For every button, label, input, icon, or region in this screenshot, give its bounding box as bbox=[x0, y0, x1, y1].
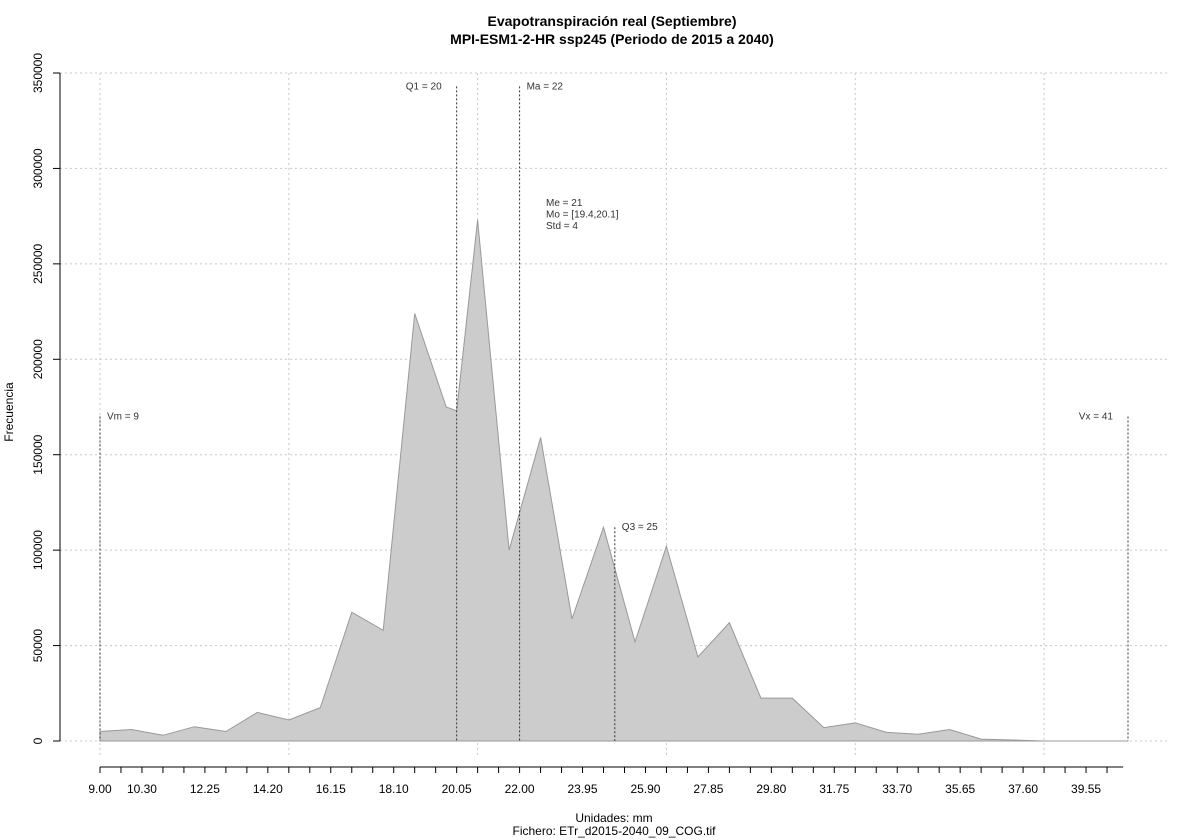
y-tick-label-4: 200000 bbox=[31, 339, 45, 379]
chart-subtitle: MPI-ESM1-2-HR ssp245 (Periodo de 2015 a … bbox=[450, 31, 774, 47]
y-tick-label-6: 300000 bbox=[31, 148, 45, 188]
reference-label-3: Q3 = 25 bbox=[622, 522, 658, 533]
x-tick-label-15: 37.60 bbox=[1008, 782, 1038, 796]
axes-layer: 0 50000 100000 150000 200000 250000 300000 3500… bbox=[31, 53, 1124, 796]
x-axis-label: Unidades: mm bbox=[575, 811, 652, 825]
x-tick-label-11: 29.80 bbox=[756, 782, 786, 796]
y-tick-label-1: 50000 bbox=[31, 629, 45, 663]
x-tick-label-3: 14.20 bbox=[253, 782, 283, 796]
x-tick-label-13: 33.70 bbox=[882, 782, 912, 796]
file-footer: Fichero: ETr_d2015-2040_09_COG.tif bbox=[513, 824, 717, 838]
stats-label-0: Me = 21 bbox=[546, 198, 583, 209]
x-tick-label-10: 27.85 bbox=[693, 782, 723, 796]
x-tick-label-4: 16.15 bbox=[316, 782, 346, 796]
x-tick-label-14: 35.65 bbox=[945, 782, 975, 796]
frequency-area bbox=[99, 219, 1128, 742]
chart-title: Evapotranspiración real (Septiembre) bbox=[488, 13, 737, 29]
reference-label-2: Ma = 22 bbox=[527, 81, 564, 92]
x-tick-label-0: 9.00 bbox=[88, 782, 112, 796]
x-tick-label-7: 22.00 bbox=[505, 782, 535, 796]
y-tick-label-5: 250000 bbox=[31, 244, 45, 284]
y-axis-label: Frecuencia bbox=[2, 382, 16, 442]
x-tick-label-16: 39.55 bbox=[1071, 782, 1101, 796]
x-tick-label-8: 23.95 bbox=[568, 782, 598, 796]
reference-label-1: Q1 = 20 bbox=[406, 81, 442, 92]
x-tick-label-5: 18.10 bbox=[379, 782, 409, 796]
reference-lines-layer: Vm = 9 Q1 = 20 Ma = 22 Q3 = 25 Vx = 41 Me = 2… bbox=[99, 81, 1129, 741]
x-tick-label-6: 20.05 bbox=[442, 782, 472, 796]
y-tick-label-3: 150000 bbox=[31, 434, 45, 474]
area-layer bbox=[99, 219, 1128, 742]
x-tick-label-2: 12.25 bbox=[190, 782, 220, 796]
stats-label-1: Mo = [19.4,20.1] bbox=[546, 210, 619, 221]
y-tick-label-0: 0 bbox=[31, 737, 45, 744]
stats-label-2: Std = 4 bbox=[546, 221, 578, 232]
x-tick-label-1: 10.30 bbox=[127, 782, 157, 796]
reference-label-0: Vm = 9 bbox=[107, 412, 139, 423]
x-tick-label-12: 31.75 bbox=[819, 782, 849, 796]
y-tick-label-2: 100000 bbox=[31, 530, 45, 570]
y-tick-label-7: 350000 bbox=[31, 53, 45, 93]
reference-label-4: Vx = 41 bbox=[1079, 412, 1114, 423]
x-tick-label-9: 25.90 bbox=[630, 782, 660, 796]
